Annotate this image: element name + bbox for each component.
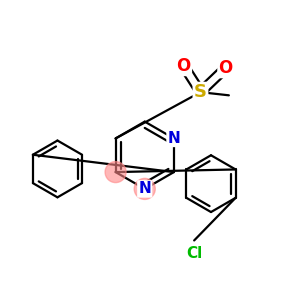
Text: N: N bbox=[167, 131, 180, 146]
Text: S: S bbox=[194, 83, 207, 101]
Text: O: O bbox=[219, 59, 233, 77]
Text: N: N bbox=[138, 182, 151, 196]
Text: Cl: Cl bbox=[186, 246, 202, 261]
Circle shape bbox=[105, 162, 126, 183]
Text: O: O bbox=[176, 57, 191, 75]
Circle shape bbox=[134, 178, 155, 200]
